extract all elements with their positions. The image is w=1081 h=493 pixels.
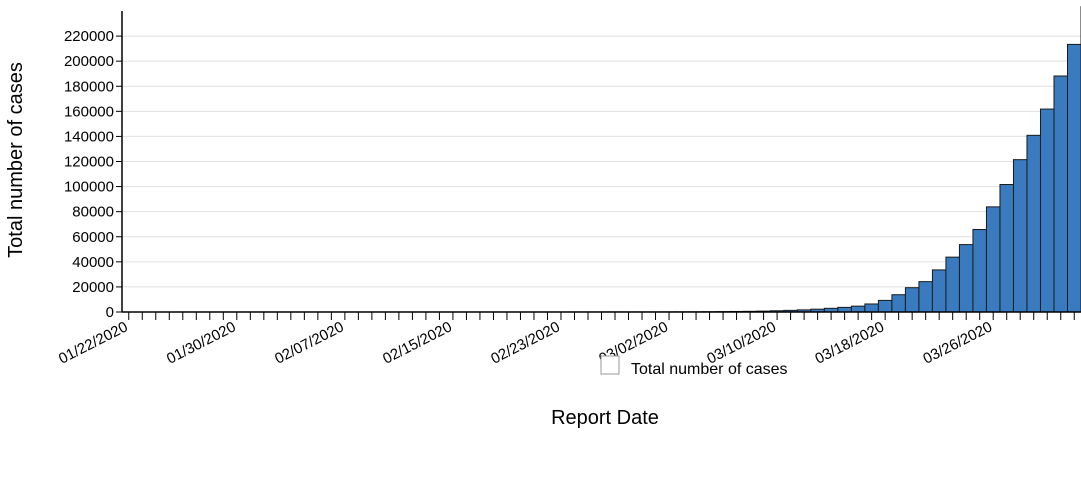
x-tick-label: 02/07/2020 [272,318,347,367]
y-axis-title: Total number of cases [5,62,27,258]
y-tick-label: 220000 [64,28,114,45]
legend-label: Total number of cases [631,361,788,378]
grid-lines [122,35,1081,288]
bar[interactable] [999,184,1014,313]
bar[interactable] [864,303,879,313]
bar[interactable] [972,229,987,313]
bar[interactable] [945,256,960,313]
y-tick-label: 0 [106,304,114,321]
bar[interactable] [891,294,906,313]
x-tick-label: 02/15/2020 [380,318,455,367]
bar[interactable] [877,299,893,313]
y-tick-label: 160000 [64,103,114,120]
x-tick-label: 03/18/2020 [812,318,887,367]
x-tick-label: 01/22/2020 [56,318,131,367]
legend[interactable]: Total number of cases [600,355,788,378]
x-tick-label: 02/23/2020 [488,318,563,367]
bar[interactable] [985,206,1001,313]
bar[interactable] [850,305,866,313]
bar[interactable] [1012,159,1028,313]
y-axis: 0 20000 40000 60000 80000 100000 120000 140000 1… [64,11,123,321]
bar[interactable] [1026,134,1041,313]
bar[interactable] [1053,75,1068,313]
y-tick-label: 200000 [64,53,114,70]
bar[interactable] [931,269,947,313]
bar[interactable] [918,281,933,313]
y-tick-label: 140000 [64,128,114,145]
legend-swatch[interactable] [600,355,620,375]
y-tick-label: 120000 [64,154,114,171]
y-tick-label: 100000 [64,179,114,196]
x-tick-label: 01/30/2020 [164,318,239,367]
x-tick-label: 03/26/2020 [920,318,995,367]
bar[interactable] [1066,43,1081,313]
y-tick-label: 180000 [64,78,114,95]
x-axis-title: Report Date [551,407,659,429]
y-tick-label: 80000 [72,204,114,221]
y-tick-label: 40000 [72,254,114,271]
bar[interactable] [958,244,974,313]
x-axis: 01/22/2020 01/30/2020 02/07/2020 02/15/2020… [56,311,1081,368]
bar[interactable] [1039,108,1055,313]
bars [175,6,1081,313]
y-tick-label: 60000 [72,229,114,246]
y-tick-label: 20000 [72,279,114,296]
bar[interactable] [904,287,920,313]
